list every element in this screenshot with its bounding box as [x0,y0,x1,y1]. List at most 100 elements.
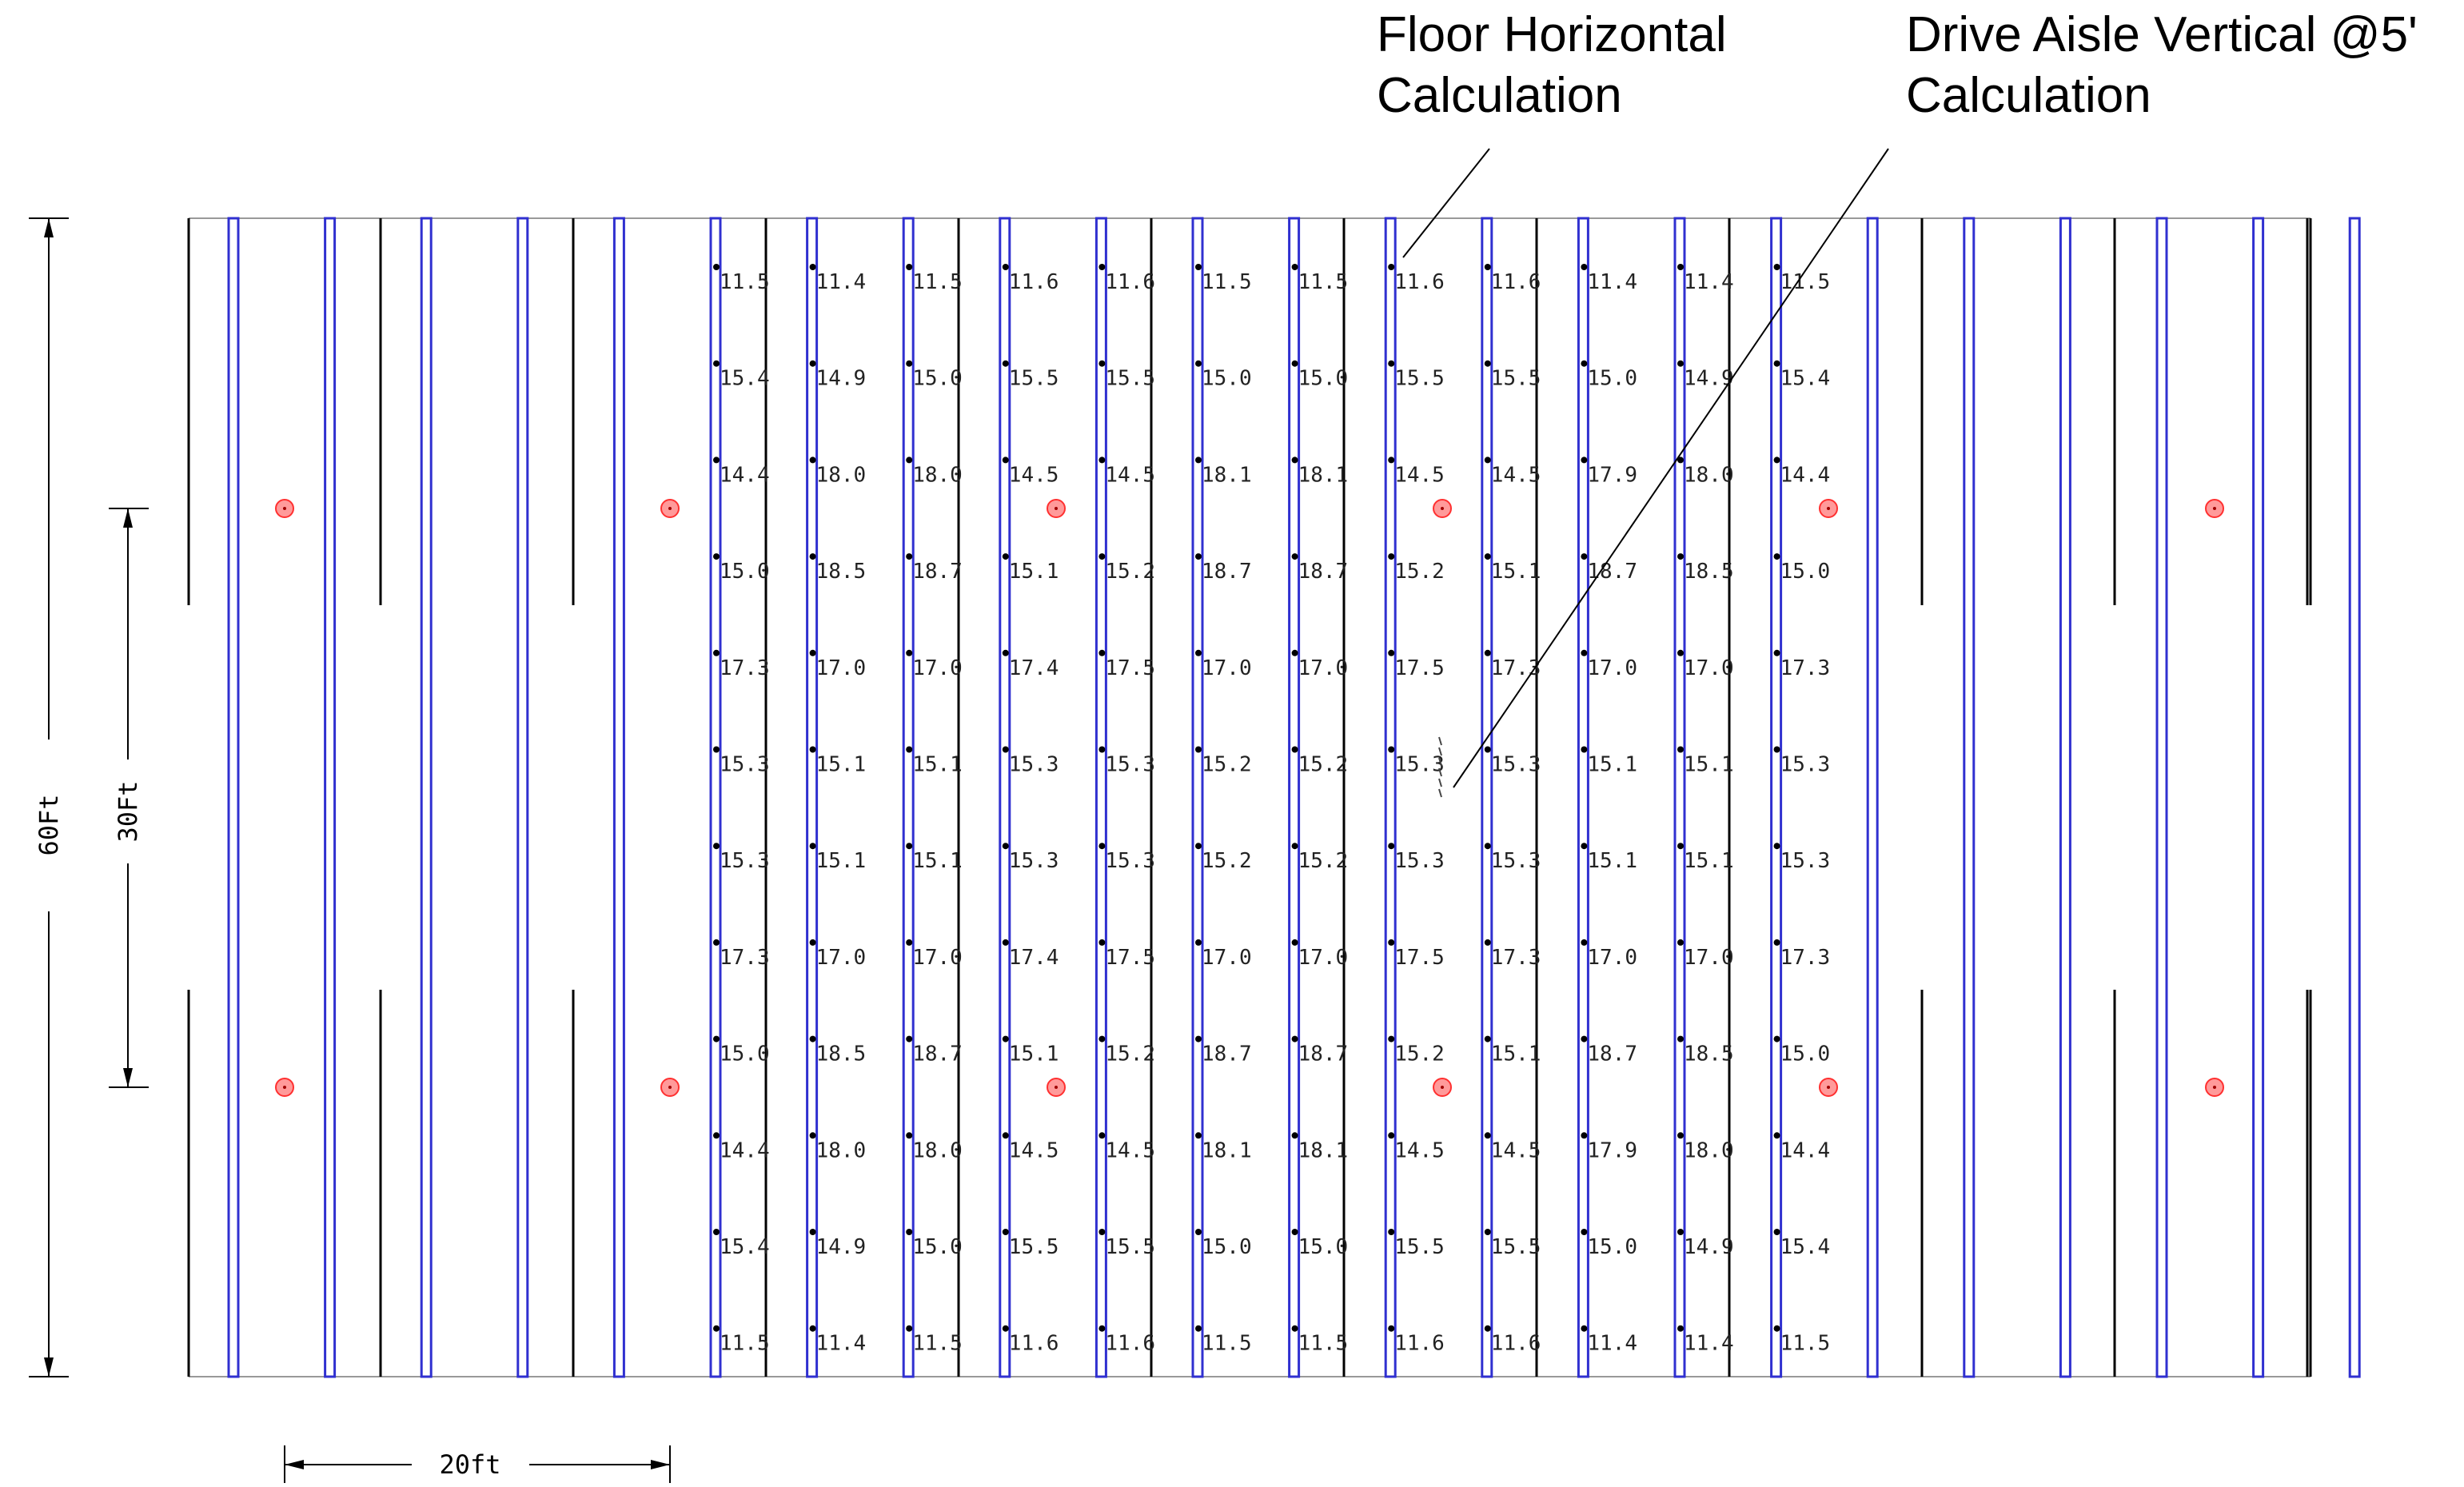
calc-value: 18.7 [912,560,963,584]
calc-point [809,360,816,367]
pole-markers [275,499,2224,1097]
calc-value: 15.1 [912,753,963,777]
light-fixture [806,217,819,1378]
calc-value: 11.5 [720,270,770,294]
calc-value: 15.5 [1105,1235,1155,1259]
calc-value: 11.5 [720,1332,770,1356]
calc-value: 11.5 [1202,1332,1252,1356]
calc-point [1388,456,1395,464]
calc-value: 15.3 [720,849,770,873]
calc-value: 18.1 [1202,1138,1252,1162]
calc-value: 15.1 [1009,1042,1059,1066]
dim-30-arrow-top [123,508,133,528]
calc-value: 11.4 [816,270,867,294]
calc-value: 17.0 [1684,946,1734,970]
dim-30-arrow-bottom [123,1068,133,1087]
pole-center [2213,507,2216,510]
calc-value: 18.7 [1202,1042,1252,1066]
calc-point [1291,843,1298,850]
calc-point [1291,360,1298,367]
calc-point [906,264,913,270]
calc-value: 17.0 [1298,946,1349,970]
calc-value: 17.0 [1202,656,1252,680]
calc-point [1388,553,1395,560]
dim-60-arrow-bottom [44,1357,54,1377]
calc-point [1002,843,1009,850]
drive-aisle-points [1438,736,1442,798]
calc-value: 15.3 [1491,849,1541,873]
calc-value: 15.1 [816,753,867,777]
calc-value: 15.1 [1684,753,1734,777]
calc-value: 15.2 [1394,1042,1445,1066]
calc-point [1484,553,1491,560]
calc-value: 15.2 [1105,560,1155,584]
calc-point [1195,1325,1202,1332]
light-fixture [709,217,722,1378]
light-fixture [1673,217,1686,1378]
calc-value: 15.0 [1780,1042,1831,1066]
calc-point [713,1325,720,1332]
calc-point [1773,1132,1780,1139]
calc-point [1581,456,1588,464]
calc-value: 18.1 [1298,463,1349,487]
calc-point [809,553,816,560]
calc-value: 15.5 [1491,367,1541,391]
calc-point [1581,746,1588,753]
calc-point [809,1132,816,1139]
calc-value: 11.6 [1491,270,1541,294]
calc-value: 18.5 [816,1042,867,1066]
pole-center [283,1086,286,1089]
calc-value: 15.5 [1394,1235,1445,1259]
calc-value: 18.0 [912,463,963,487]
calc-point [1291,264,1298,270]
calc-value: 11.4 [816,1332,867,1356]
light-fixture [227,217,240,1378]
calc-value: 11.5 [912,1332,963,1356]
calc-point [809,1035,816,1042]
calc-point [1098,939,1106,946]
pole-center [1827,1086,1830,1089]
calc-point [1291,649,1298,656]
calc-value: 18.7 [912,1042,963,1066]
aisle-point [1438,767,1442,777]
dimension-lines [29,217,671,1483]
pole-center [1055,1086,1058,1089]
calc-point [1098,1035,1106,1042]
calc-point [1002,649,1009,656]
calc-point [1098,649,1106,656]
calc-value: 15.3 [1009,753,1059,777]
calc-point [1773,1035,1780,1042]
calc-point [1002,1325,1009,1332]
calc-value: 17.0 [912,656,963,680]
calc-value: 11.5 [1298,1332,1349,1356]
calc-point [1098,746,1106,753]
calc-point [1677,456,1684,464]
aisle-point [1438,736,1442,746]
aisle-point [1438,788,1442,798]
calc-point [809,456,816,464]
calc-point [1098,1132,1106,1139]
calc-value: 14.5 [1491,463,1541,487]
calculation-grid: 11.5 11.4 11.5 11.6 11.6 11.5 11.5 11.6 11.6 11.4… [713,264,1830,1356]
calc-point [713,746,720,753]
calc-value: 17.5 [1105,946,1155,970]
dimension-60ft-label: 60Ft [34,794,64,855]
calc-value: 15.3 [720,753,770,777]
calc-point [1195,1035,1202,1042]
calc-point [1484,1035,1491,1042]
aisle-point [1438,778,1442,787]
calc-value: 11.6 [1394,270,1445,294]
calc-value: 14.9 [1684,1235,1734,1259]
light-fixture [420,217,433,1378]
pole-center [1441,1086,1444,1089]
calc-point [1484,939,1491,946]
calc-point [713,843,720,850]
pole-center [668,1086,672,1089]
calc-point [1388,1229,1395,1235]
calc-value: 15.0 [1587,1235,1637,1259]
light-fixture [999,217,1011,1378]
calc-point [1195,264,1202,270]
calc-value: 15.0 [1298,367,1349,391]
calc-point [906,649,913,656]
